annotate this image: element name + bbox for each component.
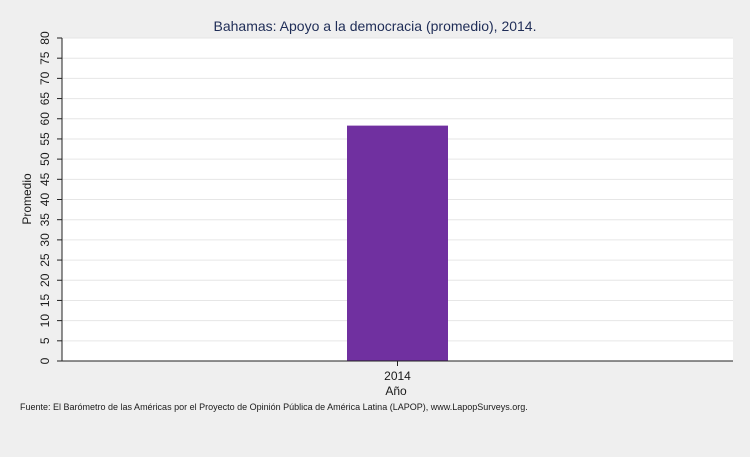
y-tick-label: 65 — [38, 92, 52, 106]
y-tick-label: 25 — [38, 253, 52, 267]
y-tick-label: 20 — [38, 273, 52, 287]
source-note: Fuente: El Barómetro de las Américas por… — [20, 402, 528, 412]
y-tick-label: 55 — [38, 132, 52, 146]
y-tick-label: 60 — [38, 112, 52, 126]
y-tick-label: 10 — [38, 314, 52, 328]
x-tick-label: 2014 — [384, 369, 411, 383]
x-axis-ticks: 2014 — [384, 361, 411, 383]
chart-title: Bahamas: Apoyo a la democracia (promedio… — [214, 18, 537, 34]
y-axis-label: Promedio — [20, 173, 34, 225]
x-axis-label: Año — [385, 384, 407, 398]
y-tick-label: 75 — [38, 51, 52, 65]
y-tick-label: 30 — [38, 233, 52, 247]
y-tick-label: 15 — [38, 293, 52, 307]
y-tick-label: 45 — [38, 172, 52, 186]
y-tick-label: 70 — [38, 71, 52, 85]
y-tick-label: 35 — [38, 213, 52, 227]
y-tick-label: 80 — [38, 31, 52, 45]
y-axis-ticks: 0 5 10 15 20 25 30 35 40 45 50 55 60 65 70 75 80 — [38, 31, 62, 364]
y-tick-label: 50 — [38, 152, 52, 166]
y-tick-label: 40 — [38, 193, 52, 207]
y-tick-label: 5 — [38, 337, 52, 344]
bar-2014 — [347, 125, 448, 362]
bars — [347, 125, 448, 362]
y-tick-label: 0 — [38, 357, 52, 364]
